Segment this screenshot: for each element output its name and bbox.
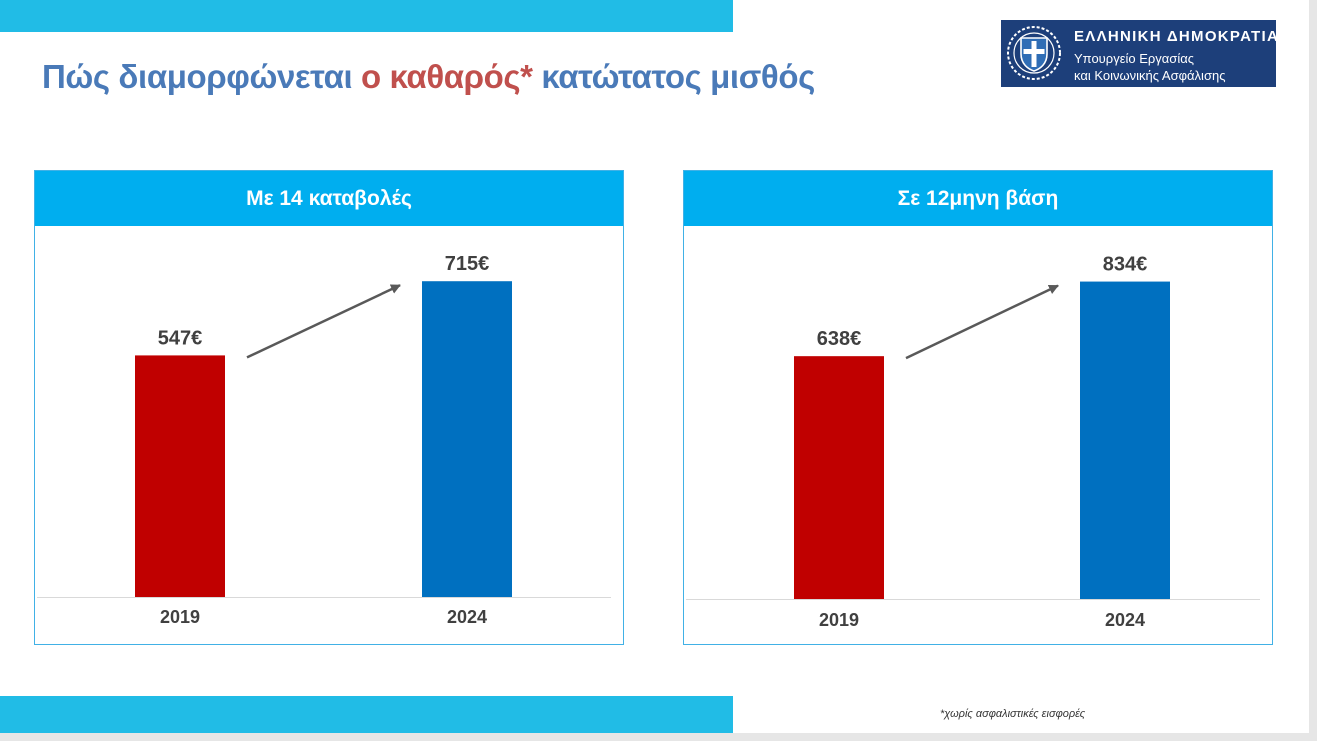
bar-2019	[135, 355, 225, 597]
chart-panel-14-payments: Με 14 καταβολές 547€ 2019 715€ 2024	[34, 170, 624, 645]
trend-arrow	[905, 284, 1059, 360]
bar-2019	[794, 356, 884, 599]
data-label: 834€	[1103, 254, 1148, 276]
ministry-logo: ΕΛΛΗΝΙΚΗ ΔΗΜΟΚΡΑΤΙΑ Υπουργείο Εργασίας κ…	[1001, 20, 1280, 87]
logo-line-2: Υπουργείο Εργασίας	[1074, 51, 1194, 66]
bottom-accent-band	[0, 696, 733, 733]
data-label: 638€	[817, 328, 862, 350]
data-label: 715€	[445, 253, 490, 275]
bar-2024	[422, 281, 512, 597]
footnote: *χωρίς ασφαλιστικές εισφορές	[940, 708, 1086, 720]
title-part-2: κατώτατος μισθός	[532, 58, 815, 95]
page-title: Πώς διαμορφώνεται ο καθαρός* κατώτατος μ…	[42, 58, 815, 96]
top-accent-band	[0, 0, 733, 32]
bar-2024	[1080, 281, 1170, 599]
title-part-1: Πώς διαμορφώνεται	[42, 58, 361, 95]
x-tick-label: 2019	[160, 607, 200, 627]
chart-panel-12-month: Σε 12μηνη βάση 638€ 2019 834€ 2024	[683, 170, 1273, 645]
title-accent: ο καθαρός*	[361, 58, 533, 95]
logo-line-3: και Κοινωνικής Ασφάλισης	[1074, 68, 1226, 83]
data-label: 547€	[158, 327, 203, 349]
x-tick-label: 2019	[819, 610, 859, 630]
trend-arrow	[246, 284, 401, 359]
chart-title: Με 14 καταβολές	[35, 171, 623, 226]
bar-chart-14-payments: 547€ 2019 715€ 2024	[37, 253, 611, 627]
greek-coat-of-arms-icon	[1007, 26, 1061, 80]
chart-title: Σε 12μηνη βάση	[684, 171, 1272, 226]
x-tick-label: 2024	[1105, 610, 1145, 630]
logo-line-1: ΕΛΛΗΝΙΚΗ ΔΗΜΟΚΡΑΤΙΑ	[1074, 28, 1280, 45]
x-tick-label: 2024	[447, 607, 487, 627]
bar-chart-12-month: 638€ 2019 834€ 2024	[686, 254, 1260, 630]
